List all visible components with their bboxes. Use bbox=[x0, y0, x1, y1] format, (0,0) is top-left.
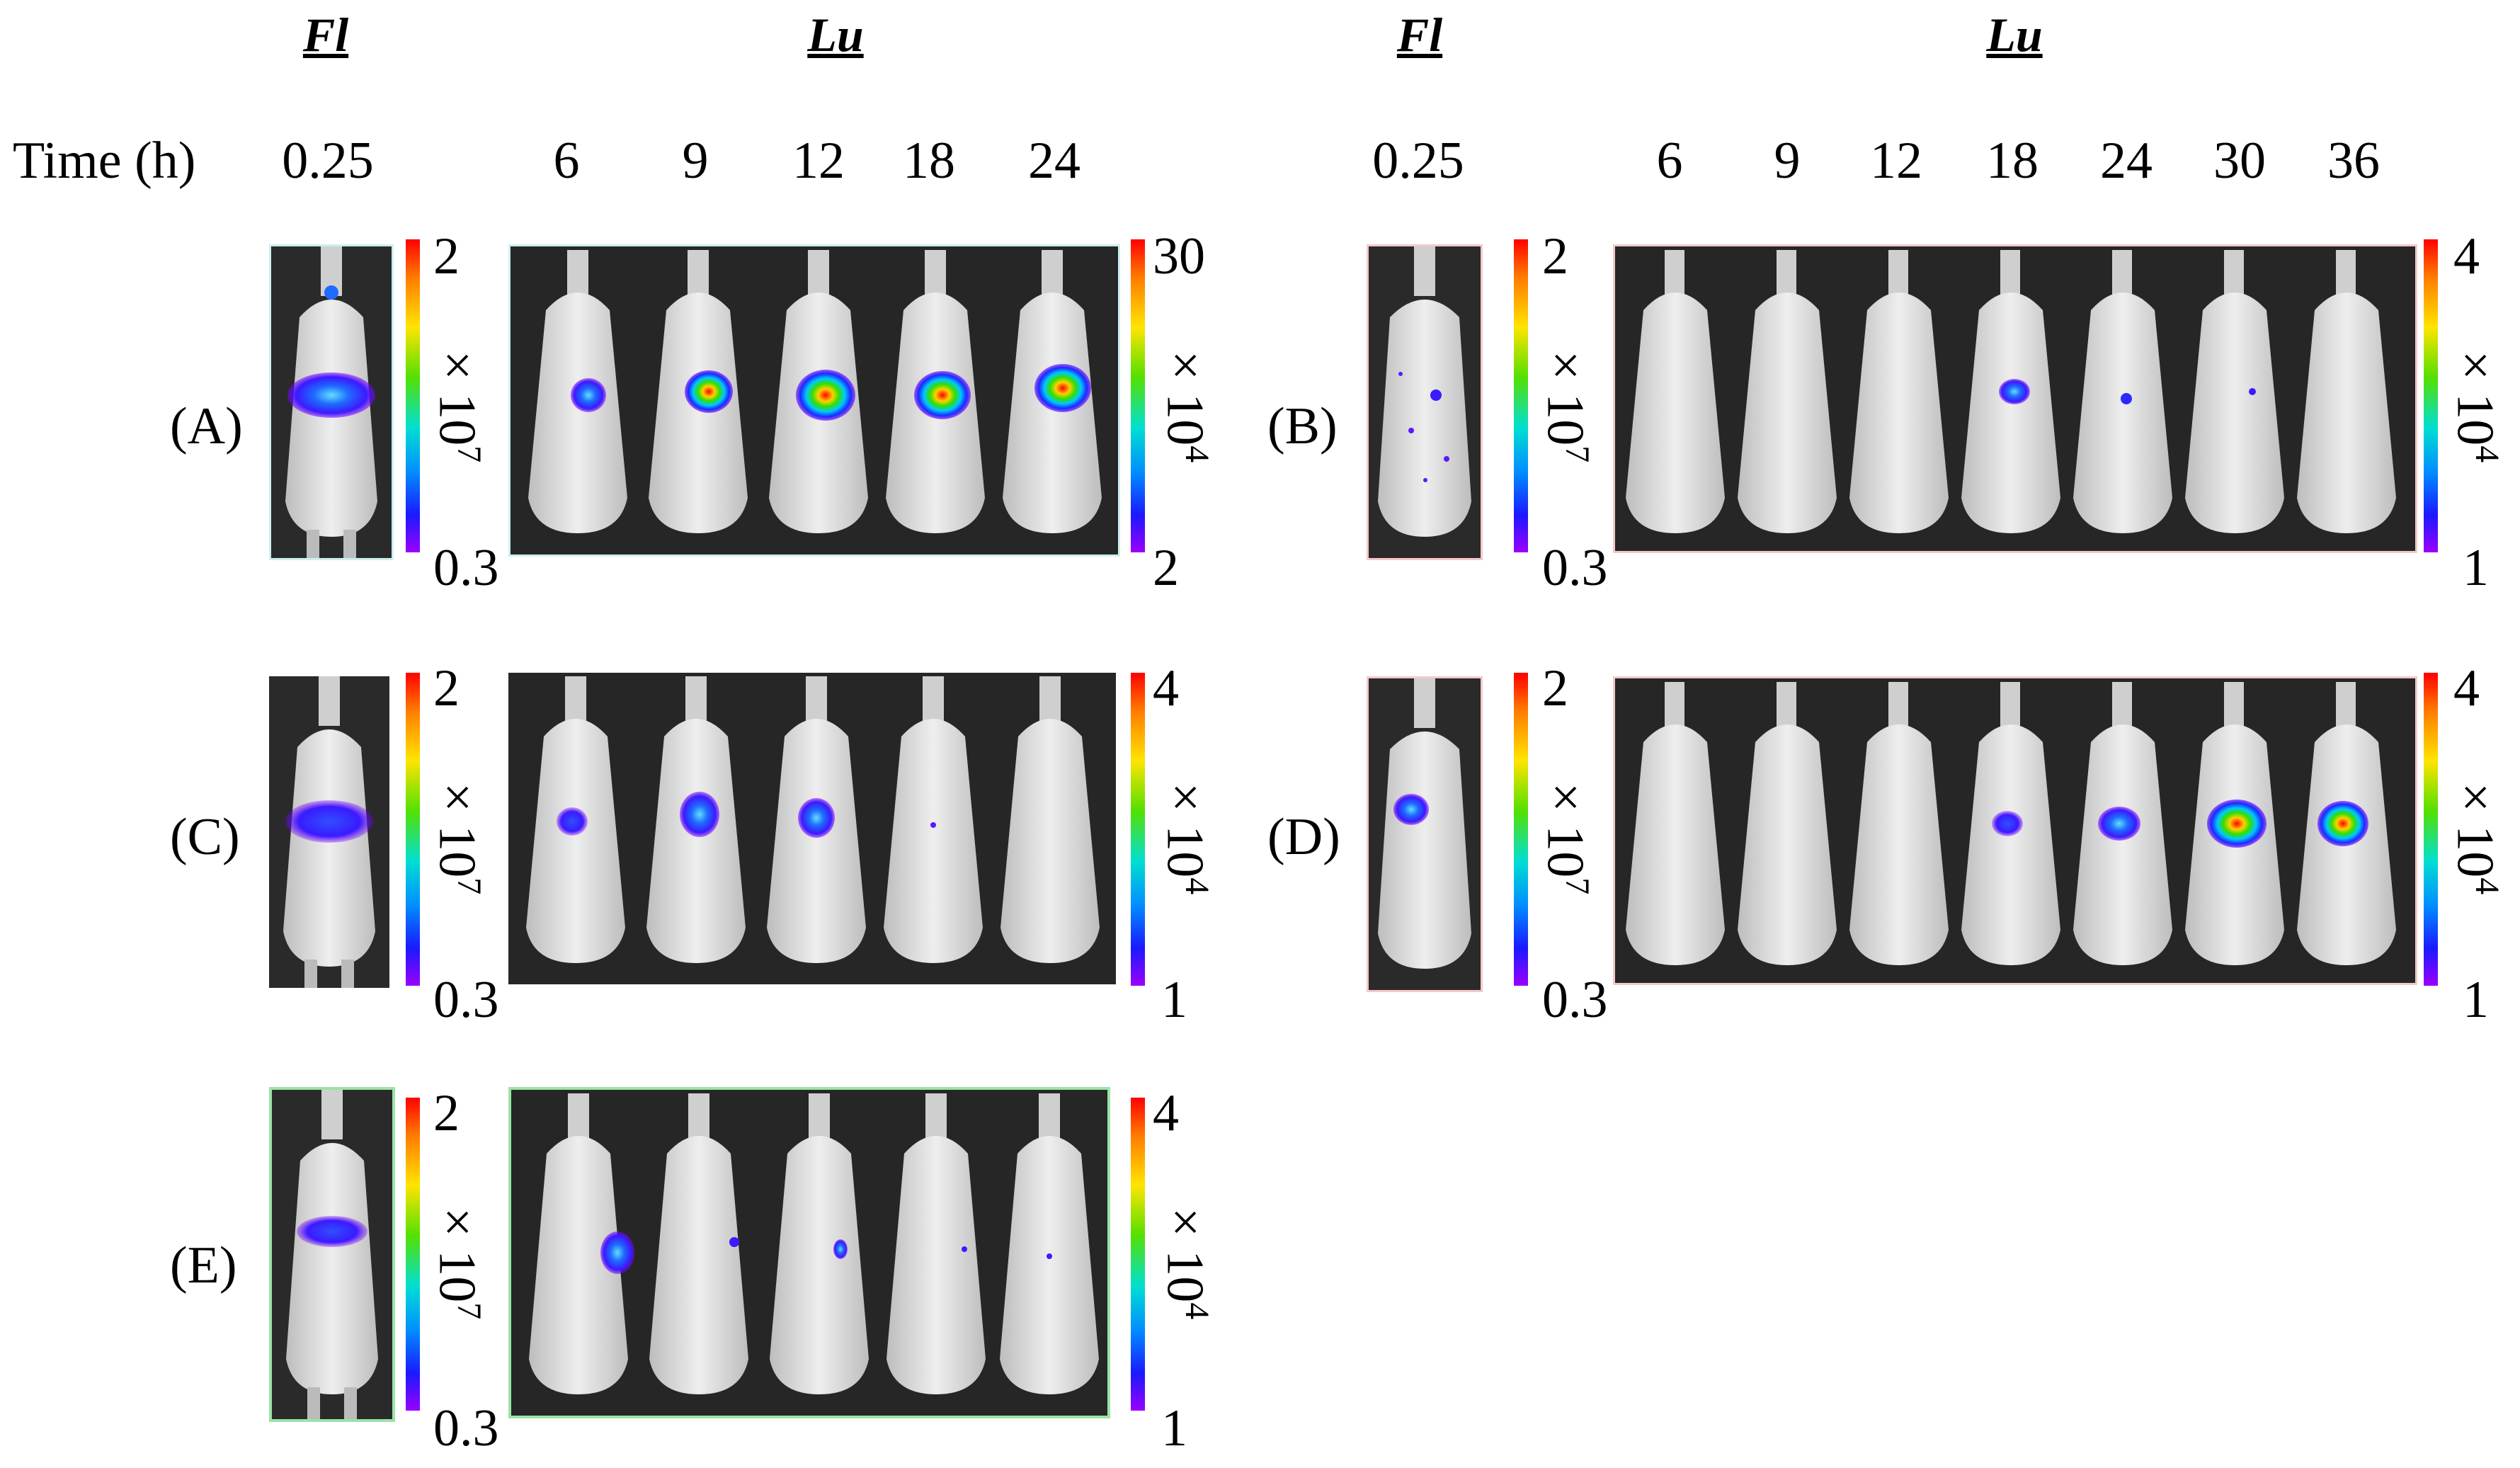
right-time-tick: 9 bbox=[1774, 132, 1801, 190]
fl-colorbar-d bbox=[1514, 673, 1528, 986]
lu-header-right: Lu bbox=[1986, 8, 2043, 62]
right-time-tick: 0.25 bbox=[1372, 132, 1464, 190]
lu-image-strip-b bbox=[1613, 244, 2417, 553]
fl-scale-min-d: 0.3 bbox=[1542, 971, 1608, 1029]
left-time-tick: 0.25 bbox=[282, 132, 374, 190]
lu-colorbar-c bbox=[1131, 673, 1145, 986]
fl-header-left: Fl bbox=[302, 8, 349, 62]
right-time-tick: 36 bbox=[2327, 132, 2380, 190]
lu-image-strip-a bbox=[508, 244, 1120, 557]
fl-image-c bbox=[269, 676, 389, 988]
fl-header-right: Fl bbox=[1396, 8, 1443, 62]
lu-scale-max-a: 30 bbox=[1153, 227, 1205, 285]
row-label-e: (E) bbox=[170, 1236, 237, 1295]
lu-scale-exp-d: × 104 bbox=[2446, 783, 2506, 895]
fl-colorbar-a bbox=[406, 239, 420, 552]
fl-colorbar-b bbox=[1514, 239, 1528, 552]
lu-colorbar-d bbox=[2424, 673, 2438, 986]
fl-scale-min-c: 0.3 bbox=[433, 971, 499, 1029]
left-time-tick: 9 bbox=[682, 132, 709, 190]
lu-scale-max-e: 4 bbox=[1153, 1084, 1179, 1142]
fl-scale-max-a: 2 bbox=[433, 227, 460, 285]
lu-scale-min-c: 1 bbox=[1161, 971, 1187, 1029]
fl-colorbar-e bbox=[406, 1098, 420, 1411]
right-time-tick: 12 bbox=[1870, 132, 1922, 190]
fl-scale-exp-b: × 107 bbox=[1536, 351, 1596, 463]
fl-image-a bbox=[269, 244, 394, 560]
lu-header-left: Lu bbox=[807, 8, 864, 62]
fl-colorbar-c bbox=[406, 673, 420, 986]
fl-scale-max-d: 2 bbox=[1542, 659, 1568, 717]
row-label-d: (D) bbox=[1267, 808, 1340, 866]
fl-scale-max-e: 2 bbox=[433, 1084, 460, 1142]
mouse bbox=[528, 250, 627, 533]
fl-scale-min-b: 0.3 bbox=[1542, 539, 1608, 597]
lu-scale-exp-b: × 104 bbox=[2446, 351, 2506, 463]
right-time-tick: 24 bbox=[2100, 132, 2153, 190]
lu-image-strip-c bbox=[508, 673, 1116, 984]
lu-colorbar-a bbox=[1131, 239, 1145, 552]
fl-scale-max-c: 2 bbox=[433, 659, 460, 717]
row-label-a: (A) bbox=[170, 397, 243, 455]
left-time-tick: 18 bbox=[903, 132, 955, 190]
lu-image-strip-e bbox=[508, 1087, 1110, 1418]
row-label-b: (B) bbox=[1267, 397, 1338, 455]
lu-image-strip-d bbox=[1613, 676, 2417, 985]
fl-scale-min-a: 0.3 bbox=[433, 539, 499, 597]
lu-scale-min-e: 1 bbox=[1161, 1399, 1187, 1457]
fl-scale-exp-e: × 107 bbox=[428, 1207, 488, 1320]
fl-scale-min-e: 0.3 bbox=[433, 1399, 499, 1457]
left-time-tick: 24 bbox=[1028, 132, 1081, 190]
fl-image-d bbox=[1367, 676, 1483, 992]
left-time-tick: 6 bbox=[553, 132, 580, 190]
lu-colorbar-b bbox=[2424, 239, 2438, 552]
lu-scale-max-b: 4 bbox=[2453, 227, 2480, 285]
fl-scale-max-b: 2 bbox=[1542, 227, 1568, 285]
lu-scale-max-d: 4 bbox=[2453, 659, 2480, 717]
right-time-tick: 18 bbox=[1986, 132, 2039, 190]
lu-colorbar-e bbox=[1131, 1098, 1145, 1411]
lu-scale-max-c: 4 bbox=[1153, 659, 1179, 717]
lu-scale-min-b: 1 bbox=[2463, 539, 2489, 597]
lu-scale-min-a: 2 bbox=[1153, 539, 1179, 597]
row-label-c: (C) bbox=[170, 808, 240, 866]
fl-scale-exp-d: × 107 bbox=[1536, 783, 1596, 895]
fl-image-e bbox=[269, 1087, 395, 1422]
time-axis-label: Time (h) bbox=[13, 132, 196, 190]
fl-image-b bbox=[1367, 244, 1483, 560]
lu-scale-min-d: 1 bbox=[2463, 971, 2489, 1029]
lu-scale-exp-c: × 104 bbox=[1156, 783, 1216, 895]
lu-scale-exp-a: × 104 bbox=[1156, 351, 1216, 463]
fl-scale-exp-c: × 107 bbox=[428, 783, 488, 895]
right-time-tick: 30 bbox=[2213, 132, 2266, 190]
lu-scale-exp-e: × 104 bbox=[1156, 1207, 1216, 1320]
left-time-tick: 12 bbox=[792, 132, 845, 190]
fl-scale-exp-a: × 107 bbox=[428, 351, 488, 463]
right-time-tick: 6 bbox=[1656, 132, 1683, 190]
